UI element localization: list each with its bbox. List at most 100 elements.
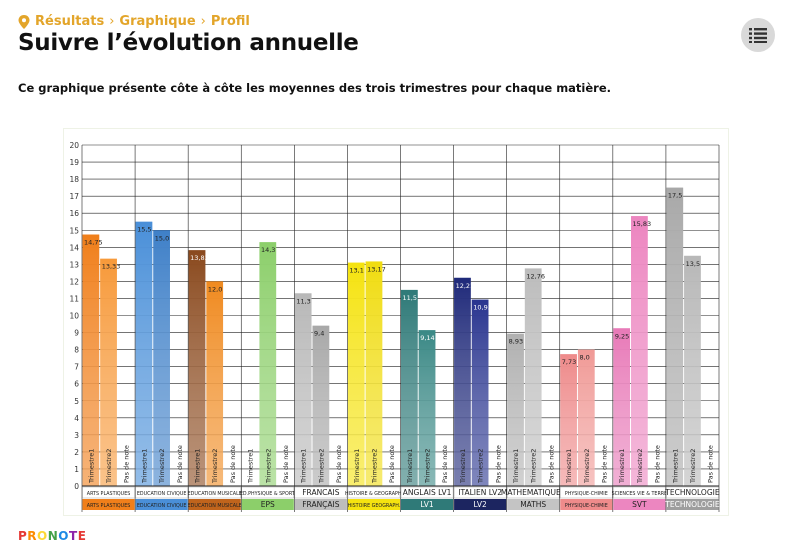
subject-name-cell	[241, 486, 295, 499]
pronote-logo-letter: P	[18, 529, 28, 543]
breadcrumb-item-profil[interactable]: Profil	[210, 14, 250, 29]
bar-fill-2	[153, 230, 170, 486]
subject-name-cell	[613, 486, 666, 499]
bar-name-label: Pas de note	[441, 445, 449, 483]
bar-value-label: 13,83	[190, 254, 209, 262]
bar-fill-1	[294, 293, 312, 486]
y-tick-label: 9	[74, 329, 79, 338]
breadcrumb: Résultats › Graphique › Profil	[18, 14, 250, 29]
subject-band	[560, 499, 613, 510]
subject-band	[188, 499, 241, 510]
subject-short-name: MATHS	[520, 500, 546, 509]
subject-short-name: PHYSIQUE-CHIMIE	[565, 503, 608, 509]
bar-fill-1	[666, 187, 684, 486]
bar-value-label: 13,33	[102, 263, 121, 271]
subject-short-name: LV2	[473, 500, 486, 509]
list-menu-button[interactable]	[741, 18, 775, 52]
subject-name: ITALIEN LV2	[458, 488, 502, 497]
subject-name-cell	[400, 486, 454, 499]
bar-name-label: Trimestre1	[353, 449, 361, 484]
y-tick-label: 18	[69, 175, 79, 184]
bar-name-label: Pas de note	[547, 445, 555, 483]
subject-name-cell	[347, 486, 401, 499]
bar-value-label: 8,0	[579, 354, 589, 362]
subject-band	[401, 499, 454, 510]
y-tick-label: 7	[74, 363, 79, 372]
page-title: Suivre l’évolution annuelle	[18, 30, 359, 56]
subject-name-cell	[82, 486, 135, 499]
bar-name-label: Pas de note	[654, 445, 662, 483]
subject-name: HISTOIRE & GEOGRAPH.	[345, 491, 403, 497]
y-tick-label: 8	[74, 346, 79, 355]
breadcrumb-separator: ›	[109, 14, 115, 29]
bar-value-label: 15,0	[155, 234, 169, 242]
bar-name-label: Trimestre2	[424, 449, 432, 484]
y-tick-label: 14	[69, 243, 79, 252]
y-tick-label: 11	[69, 294, 79, 303]
bar-fill-1	[347, 262, 365, 486]
y-tick-label: 3	[74, 431, 79, 440]
bar-fill-1	[560, 354, 577, 486]
bar-name-label: Trimestre2	[264, 449, 272, 484]
subject-name: ED.PHYSIQUE & SPORT.	[240, 491, 296, 497]
subject-name: TECHNOLOGIE	[664, 488, 720, 497]
subject-name: EDUCATION CIVIQUE	[137, 491, 187, 497]
subject-band	[294, 499, 347, 510]
bar-fill-2	[471, 299, 489, 486]
bar-fill-2	[259, 242, 277, 486]
breadcrumb-separator: ›	[200, 14, 206, 29]
subject-short-name: ARTS PLASTIQUES	[87, 503, 130, 509]
y-tick-label: 17	[69, 192, 79, 201]
breadcrumb-item-graphique[interactable]: Graphique	[119, 14, 196, 29]
subject-short-name: EDUCATION CIVIQUE	[137, 503, 187, 509]
subject-name: FRANCAIS	[302, 488, 340, 497]
bar-name-label: Pas de note	[282, 445, 290, 483]
bar-name-label: Trimestre2	[477, 449, 485, 484]
bar-name-label: Trimestre2	[636, 449, 644, 484]
bar-name-label: Trimestre1	[459, 449, 467, 484]
subject-band	[347, 499, 400, 510]
bar-name-label: Trimestre2	[689, 449, 697, 484]
subject-band	[666, 499, 719, 510]
bar-fill-2	[631, 216, 648, 486]
bar-name-label: Trimestre2	[583, 449, 591, 484]
bar-name-label: Trimestre1	[406, 449, 414, 484]
subject-short-name: FRANÇAIS	[302, 500, 340, 509]
bar-value-label: 14,75	[84, 239, 103, 247]
bar-value-label: 15,5	[137, 226, 151, 234]
bar-value-label: 14,3	[261, 246, 275, 254]
y-tick-label: 15	[69, 226, 79, 235]
subject-name: ARTS PLASTIQUES	[87, 491, 130, 497]
subject-band	[507, 499, 560, 510]
subject-short-name: EPS	[261, 500, 275, 509]
subject-name: MATHEMATIQUES	[501, 488, 566, 497]
bar-value-label: 15,83	[633, 220, 652, 228]
pronote-logo-letter: E	[77, 529, 87, 543]
bar-value-label: 7,73	[562, 358, 576, 366]
bar-value-label: 13,17	[367, 265, 386, 273]
bar-value-label: 10,93	[473, 304, 492, 312]
subject-band	[241, 499, 294, 510]
bar-name-label: Trimestre2	[105, 449, 113, 484]
pronote-logo-letter: N	[47, 529, 59, 543]
pronote-logo: PRONOTE	[18, 529, 86, 543]
breadcrumb-item-resultats[interactable]: Résultats	[35, 14, 105, 29]
subject-name: SCIENCES VIE & TERRE	[612, 491, 668, 497]
subject-name: PHYSIQUE-CHIMIE	[565, 491, 608, 497]
y-tick-label: 5	[74, 397, 79, 406]
bar-value-label: 9,14	[420, 334, 434, 342]
bar-value-label: 12,21	[456, 282, 475, 290]
bar-name-label: Pas de note	[123, 445, 131, 483]
subject-band	[135, 499, 188, 510]
bar-fill-2	[100, 258, 117, 486]
bar-fill-2	[577, 349, 595, 486]
bar-fill-1	[401, 289, 418, 486]
bar-name-label: Trimestre1	[140, 449, 148, 484]
bar-name-label: Pas de note	[494, 445, 502, 483]
bar-name-label: Pas de note	[600, 445, 608, 483]
y-tick-label: 0	[74, 482, 79, 491]
bar-value-label: 9,25	[615, 332, 629, 340]
bar-name-label: Pas de note	[229, 445, 237, 483]
bar-fill-1	[454, 277, 471, 486]
y-tick-label: 1	[74, 465, 79, 474]
